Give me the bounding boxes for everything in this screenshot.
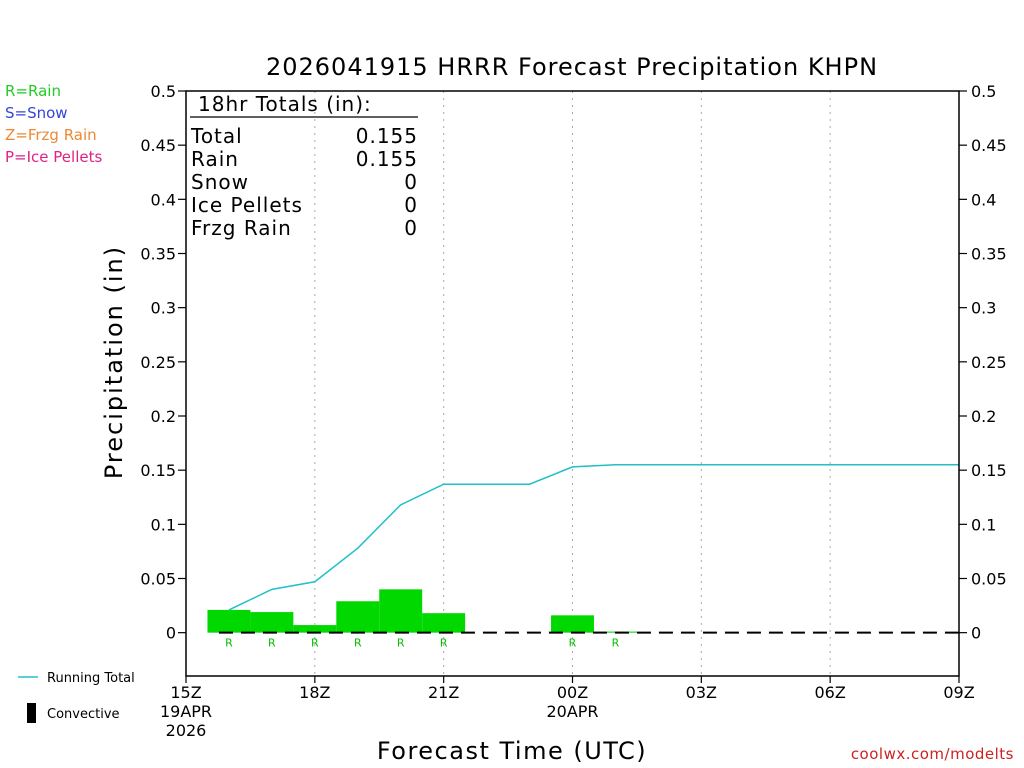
- totals-row-label: Frzg Rain: [191, 216, 292, 240]
- grid-lines: [314, 91, 831, 676]
- running-total-polyline: [228, 464, 959, 611]
- precip-bar: [250, 612, 294, 633]
- totals-rows: Total 0.155 Rain 0.155 Snow 0 Ice Pellets 0 Frzg…: [190, 124, 418, 240]
- y-tick-label-left: 0: [166, 624, 176, 643]
- totals-row-label: Ice Pellets: [191, 193, 303, 217]
- x-axis-label: Forecast Time (UTC): [377, 737, 647, 765]
- x-tick-label: 20APR: [546, 702, 598, 721]
- convective-legend-label: Convective: [47, 707, 120, 722]
- x-tick-label: 18Z: [299, 683, 330, 702]
- y-tick-label-left: 0.15: [140, 461, 176, 480]
- precip-bars: [207, 589, 637, 633]
- totals-row-value: 0: [404, 193, 418, 217]
- y-tick-label-left: 0.05: [140, 570, 176, 589]
- y-tick-label-right: 0.45: [971, 136, 1007, 155]
- x-tick-label: 19APR: [160, 702, 212, 721]
- y-tick-label-right: 0.4: [971, 190, 996, 209]
- totals-row-label: Total: [190, 124, 243, 148]
- precip-type-label: R: [397, 637, 405, 650]
- totals-box: 18hr Totals (in): Total 0.155 Rain 0.155 Sno…: [190, 92, 418, 240]
- running-total-legend-label: Running Total: [47, 671, 135, 686]
- precip-bar: [207, 609, 251, 633]
- convective-swatch: [27, 703, 36, 723]
- y-axis-label: Precipitation (in): [100, 245, 128, 479]
- legend-frzg-rain: Z=Frzg Rain: [5, 126, 97, 144]
- x-tick-label: 2026: [166, 721, 207, 740]
- y-tick-label-left: 0.2: [151, 407, 176, 426]
- precip-type-legend: R=Rain S=Snow Z=Frzg Rain P=Ice Pellets: [5, 80, 102, 168]
- totals-row-label: Rain: [191, 147, 239, 171]
- totals-row-label: Snow: [191, 170, 249, 194]
- precip-bar: [422, 613, 466, 633]
- legend-ice-pellets: P=Ice Pellets: [5, 148, 103, 166]
- x-tick-label: 21Z: [428, 683, 459, 702]
- totals-row-value: 0.155: [356, 124, 418, 148]
- precip-bar: [293, 625, 337, 633]
- x-tick-label: 09Z: [943, 683, 974, 702]
- totals-row-value: 0: [404, 170, 418, 194]
- totals-header: 18hr Totals (in):: [198, 92, 372, 116]
- y-tick-label-right: 0.25: [971, 353, 1007, 372]
- y-tick-label-right: 0.5: [971, 82, 996, 101]
- precip-type-label: R: [354, 637, 362, 650]
- totals-row-value: 0: [404, 216, 418, 240]
- y-tick-label-right: 0: [971, 624, 981, 643]
- x-tick-label: 00Z: [557, 683, 588, 702]
- precip-type-label: R: [440, 637, 448, 650]
- y-tick-label-right: 0.2: [971, 407, 996, 426]
- precip-bar: [379, 589, 423, 633]
- y-tick-label-left: 0.3: [151, 299, 176, 318]
- precip-type-label: R: [569, 637, 577, 650]
- precip-bar: [551, 615, 594, 633]
- running-total-line: [218, 464, 959, 634]
- precip-type-label: R: [311, 637, 319, 650]
- precip-bar: [336, 601, 380, 633]
- x-tick-label: 06Z: [815, 683, 846, 702]
- precip-type-label: R: [225, 637, 233, 650]
- x-tick-label: 03Z: [686, 683, 717, 702]
- y-tick-label-left: 0.5: [151, 82, 176, 101]
- legend-rain: R=Rain: [5, 82, 61, 100]
- y-tick-label-left: 0.35: [140, 245, 176, 264]
- y-tick-label-left: 0.1: [151, 515, 176, 534]
- y-tick-label-right: 0.1: [971, 515, 996, 534]
- y-tick-label-left: 0.25: [140, 353, 176, 372]
- source-link[interactable]: coolwx.com/modelts: [850, 745, 1014, 763]
- legend-snow: S=Snow: [5, 104, 68, 122]
- x-tick-label: 15Z: [170, 683, 201, 702]
- precip-type-label: R: [268, 637, 276, 650]
- y-tick-label-left: 0.45: [140, 136, 176, 155]
- chart-title: 2026041915 HRRR Forecast Precipitation K…: [266, 53, 878, 81]
- y-tick-label-right: 0.35: [971, 245, 1007, 264]
- y-tick-label-left: 0.4: [151, 190, 176, 209]
- bottom-legend: Running Total Convective: [18, 671, 135, 723]
- precip-type-label: R: [612, 637, 620, 650]
- y-tick-label-right: 0.05: [971, 570, 1007, 589]
- totals-row-value: 0.155: [356, 147, 418, 171]
- y-tick-label-right: 0.3: [971, 299, 996, 318]
- y-tick-label-right: 0.15: [971, 461, 1007, 480]
- y-axis-ticks: 0 00.05 0.050.1 0.10.15 0.150.2 0.20.25 0.250.…: [140, 82, 1006, 643]
